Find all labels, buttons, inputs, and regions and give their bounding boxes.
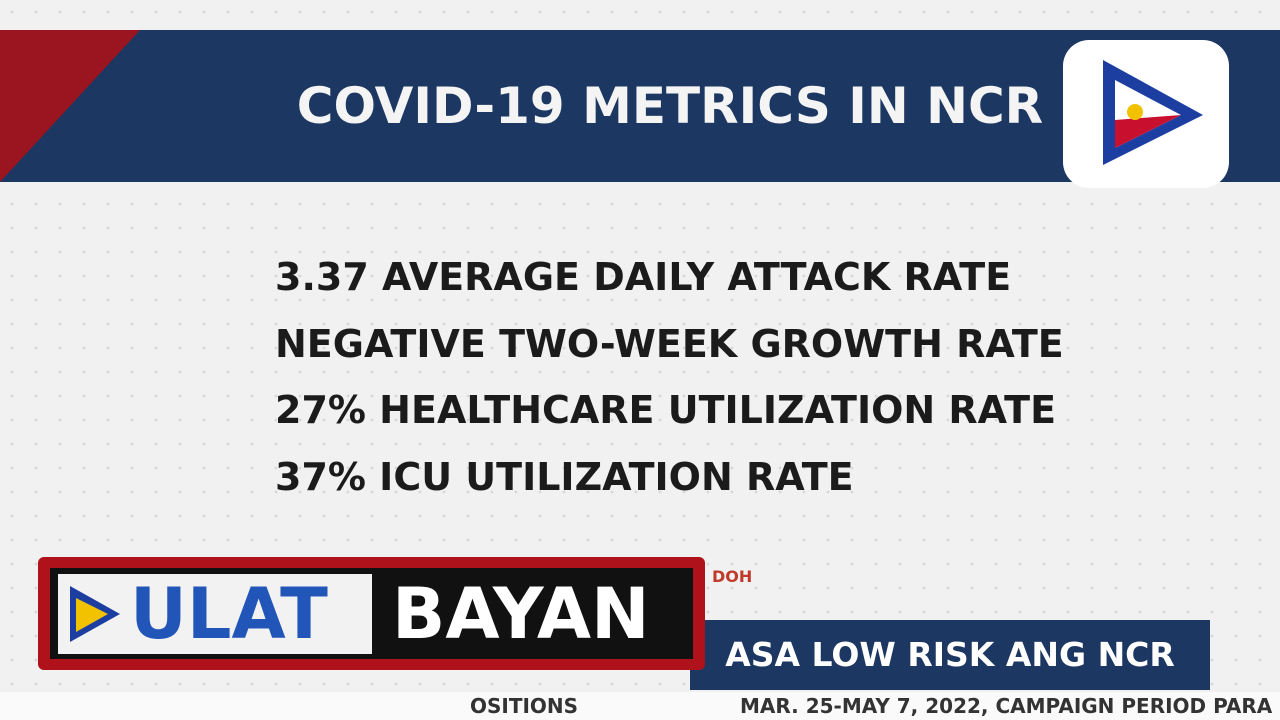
program-name: ULAT xyxy=(130,573,328,655)
ticker-bar xyxy=(0,692,1280,720)
metric: 27% HEALTHCARE UTILIZATION RATE xyxy=(275,388,1057,432)
channel-logo xyxy=(1063,40,1229,188)
program-name: BAYAN xyxy=(392,573,650,655)
ticker-text: OSITIONS xyxy=(470,694,579,718)
metric: NEGATIVE TWO-WEEK GROWTH RATE xyxy=(275,322,1064,366)
metric: 37% ICU UTILIZATION RATE xyxy=(275,455,854,499)
headline-bar xyxy=(690,620,1210,690)
metric: 3.37 AVERAGE DAILY ATTACK RATE xyxy=(275,255,1012,299)
badge-icon xyxy=(70,586,120,642)
headline: ASA LOW RISK ANG NCR xyxy=(725,635,1175,674)
ticker-text: MAR. 25-MAY 7, 2022, CAMPAIGN PERIOD PAR… xyxy=(740,694,1273,718)
title: COVID-19 METRICS IN NCR xyxy=(296,77,1044,135)
program-badge-box xyxy=(58,574,372,654)
logo-icon xyxy=(1103,60,1203,165)
source: DOH xyxy=(712,567,753,586)
